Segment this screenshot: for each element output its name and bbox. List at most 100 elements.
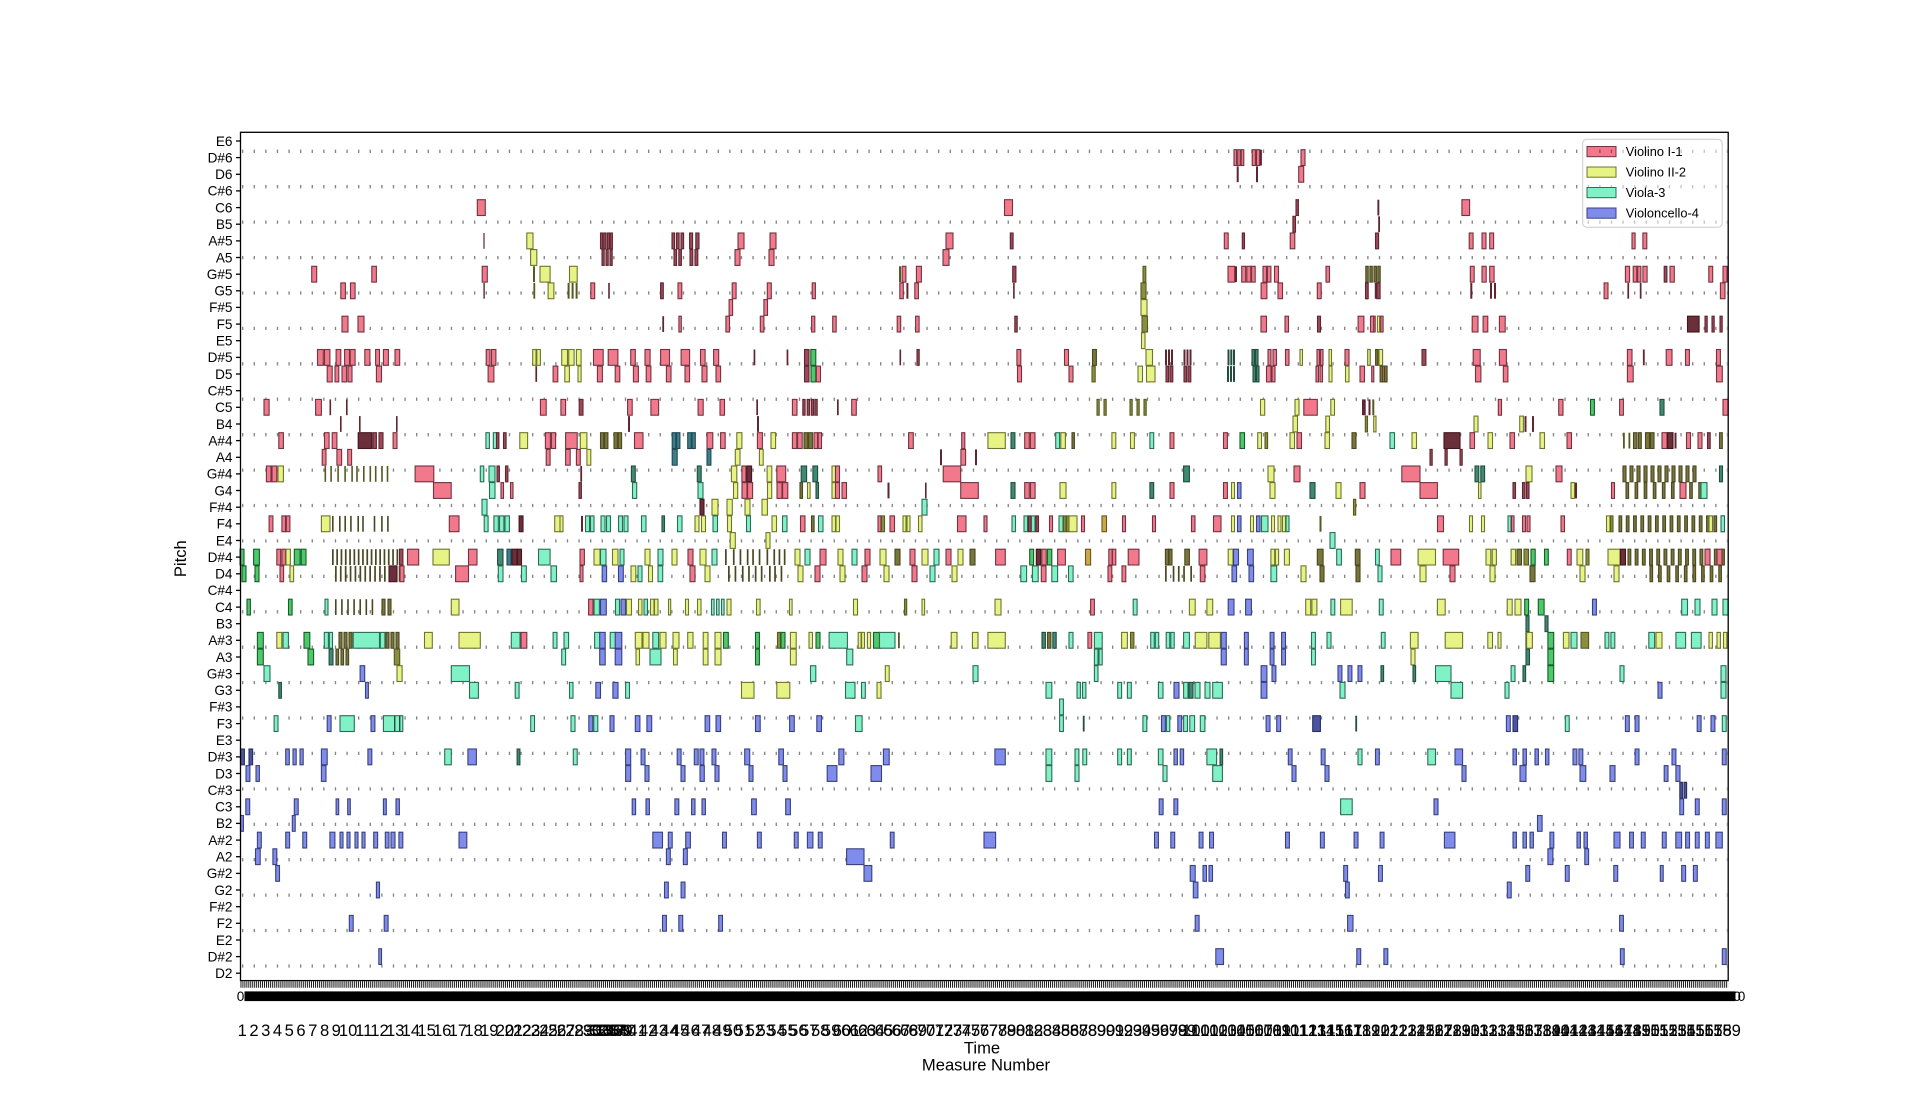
svg-text:13: 13 bbox=[386, 1021, 404, 1040]
svg-text:105: 105 bbox=[1227, 1021, 1255, 1040]
svg-text:F#4: F#4 bbox=[209, 500, 233, 515]
svg-text:C3: C3 bbox=[215, 800, 232, 815]
svg-text:41: 41 bbox=[628, 1021, 646, 1040]
svg-text:Time: Time bbox=[964, 1039, 1000, 1058]
svg-text:25: 25 bbox=[539, 1021, 557, 1040]
svg-text:4: 4 bbox=[273, 1021, 282, 1040]
svg-text:36: 36 bbox=[604, 1021, 622, 1040]
svg-text:79: 79 bbox=[998, 1021, 1016, 1040]
svg-text:83: 83 bbox=[1034, 1021, 1052, 1040]
svg-text:88: 88 bbox=[1079, 1021, 1097, 1040]
svg-text:107: 107 bbox=[1245, 1021, 1273, 1040]
svg-text:110: 110 bbox=[1273, 1021, 1299, 1040]
svg-text:D5: D5 bbox=[215, 367, 232, 382]
svg-text:24: 24 bbox=[531, 1021, 549, 1040]
svg-text:E5: E5 bbox=[216, 334, 233, 349]
svg-text:77: 77 bbox=[980, 1021, 998, 1040]
svg-text:52: 52 bbox=[746, 1021, 764, 1040]
svg-text:F4: F4 bbox=[217, 517, 233, 532]
svg-text:81: 81 bbox=[1016, 1021, 1034, 1040]
svg-text:19: 19 bbox=[480, 1021, 498, 1040]
svg-text:E6: E6 bbox=[216, 134, 233, 149]
svg-text:133: 133 bbox=[1479, 1021, 1507, 1040]
svg-text:0: 0 bbox=[237, 989, 245, 1004]
svg-text:8: 8 bbox=[320, 1021, 329, 1040]
svg-text:93: 93 bbox=[1124, 1021, 1142, 1040]
svg-text:76: 76 bbox=[971, 1021, 989, 1040]
svg-text:144: 144 bbox=[1578, 1021, 1606, 1040]
svg-text:67: 67 bbox=[892, 1021, 910, 1040]
svg-text:158: 158 bbox=[1704, 1021, 1732, 1040]
svg-text:136: 136 bbox=[1506, 1021, 1534, 1040]
svg-text:118: 118 bbox=[1345, 1021, 1371, 1040]
svg-text:50: 50 bbox=[724, 1021, 742, 1040]
svg-text:G5: G5 bbox=[214, 284, 232, 299]
svg-text:62: 62 bbox=[850, 1021, 868, 1040]
svg-text:117: 117 bbox=[1336, 1021, 1362, 1040]
svg-text:20: 20 bbox=[496, 1021, 514, 1040]
svg-text:15: 15 bbox=[417, 1021, 435, 1040]
svg-text:99: 99 bbox=[1178, 1021, 1196, 1040]
svg-text:125: 125 bbox=[1407, 1021, 1435, 1040]
svg-text:150: 150 bbox=[1632, 1021, 1660, 1040]
svg-text:D2: D2 bbox=[215, 966, 232, 981]
svg-text:104: 104 bbox=[1218, 1021, 1246, 1040]
svg-text:143: 143 bbox=[1569, 1021, 1597, 1040]
svg-text:27: 27 bbox=[557, 1021, 575, 1040]
svg-text:66: 66 bbox=[883, 1021, 901, 1040]
svg-text:73: 73 bbox=[944, 1021, 962, 1040]
svg-text:Viola-3: Viola-3 bbox=[1626, 185, 1666, 200]
svg-text:37: 37 bbox=[607, 1021, 625, 1040]
svg-text:63: 63 bbox=[858, 1021, 876, 1040]
svg-text:145: 145 bbox=[1587, 1021, 1615, 1040]
svg-text:57: 57 bbox=[800, 1021, 818, 1040]
svg-text:46: 46 bbox=[681, 1021, 699, 1040]
svg-text:7: 7 bbox=[308, 1021, 317, 1040]
svg-text:9: 9 bbox=[332, 1021, 341, 1040]
svg-text:60: 60 bbox=[833, 1021, 851, 1040]
svg-text:138: 138 bbox=[1524, 1021, 1552, 1040]
svg-text:152: 152 bbox=[1650, 1021, 1678, 1040]
svg-text:F5: F5 bbox=[217, 317, 233, 332]
svg-text:44: 44 bbox=[660, 1021, 678, 1040]
svg-text:31: 31 bbox=[586, 1021, 604, 1040]
svg-text:2: 2 bbox=[249, 1021, 258, 1040]
svg-text:142: 142 bbox=[1560, 1021, 1588, 1040]
svg-text:75: 75 bbox=[962, 1021, 980, 1040]
svg-text:F#5: F#5 bbox=[209, 300, 232, 315]
svg-text:55: 55 bbox=[778, 1021, 796, 1040]
svg-text:103: 103 bbox=[1209, 1021, 1237, 1040]
svg-text:123: 123 bbox=[1389, 1021, 1417, 1040]
svg-text:140: 140 bbox=[1542, 1021, 1570, 1040]
svg-text:91: 91 bbox=[1106, 1021, 1124, 1040]
svg-text:C#6: C#6 bbox=[208, 184, 233, 199]
svg-text:53: 53 bbox=[756, 1021, 774, 1040]
svg-text:98: 98 bbox=[1169, 1021, 1187, 1040]
svg-text:A#2: A#2 bbox=[208, 833, 232, 848]
svg-text:32: 32 bbox=[590, 1021, 608, 1040]
svg-text:153: 153 bbox=[1659, 1021, 1687, 1040]
svg-text:120: 120 bbox=[1362, 1021, 1390, 1040]
svg-text:12: 12 bbox=[370, 1021, 388, 1040]
svg-text:40: 40 bbox=[618, 1021, 636, 1040]
svg-text:148: 148 bbox=[1614, 1021, 1642, 1040]
svg-text:87: 87 bbox=[1070, 1021, 1088, 1040]
svg-text:A#3: A#3 bbox=[208, 633, 232, 648]
svg-text:A2: A2 bbox=[216, 850, 233, 865]
svg-text:F2: F2 bbox=[217, 916, 233, 931]
svg-text:6: 6 bbox=[296, 1021, 305, 1040]
svg-text:C#4: C#4 bbox=[208, 583, 233, 598]
svg-text:130: 130 bbox=[1452, 1021, 1480, 1040]
svg-text:159: 159 bbox=[1713, 1021, 1741, 1040]
svg-text:35: 35 bbox=[600, 1021, 618, 1040]
svg-text:65: 65 bbox=[875, 1021, 893, 1040]
svg-text:139: 139 bbox=[1533, 1021, 1561, 1040]
svg-text:A#5: A#5 bbox=[208, 234, 232, 249]
svg-text:5: 5 bbox=[285, 1021, 294, 1040]
svg-text:92: 92 bbox=[1115, 1021, 1133, 1040]
svg-text:68: 68 bbox=[900, 1021, 918, 1040]
svg-text:G4: G4 bbox=[214, 483, 233, 498]
svg-text:E2: E2 bbox=[216, 933, 233, 948]
svg-text:156: 156 bbox=[1686, 1021, 1714, 1040]
svg-text:70: 70 bbox=[917, 1021, 935, 1040]
